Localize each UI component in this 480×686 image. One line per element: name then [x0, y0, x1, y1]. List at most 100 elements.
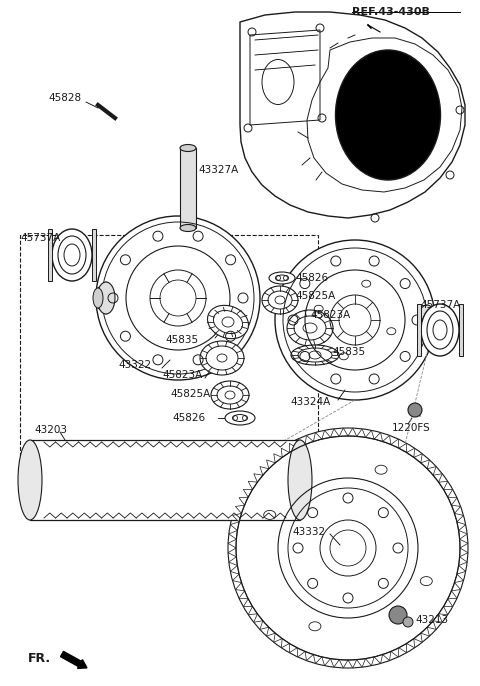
- Polygon shape: [374, 432, 383, 442]
- Text: REF.43-430B: REF.43-430B: [352, 7, 430, 17]
- Ellipse shape: [180, 224, 196, 231]
- Polygon shape: [266, 460, 275, 469]
- Ellipse shape: [418, 305, 436, 335]
- Polygon shape: [248, 606, 257, 615]
- Polygon shape: [444, 599, 453, 606]
- Polygon shape: [433, 474, 442, 482]
- Polygon shape: [455, 574, 464, 582]
- Polygon shape: [235, 505, 244, 513]
- Polygon shape: [229, 530, 238, 539]
- Polygon shape: [281, 639, 289, 648]
- Polygon shape: [417, 304, 421, 356]
- Bar: [20, 235, 318, 470]
- Polygon shape: [444, 489, 453, 497]
- Polygon shape: [460, 539, 468, 548]
- Circle shape: [275, 240, 435, 400]
- Text: 45828: 45828: [48, 93, 81, 103]
- Polygon shape: [414, 633, 422, 642]
- Text: 43324A: 43324A: [290, 397, 330, 407]
- Ellipse shape: [211, 381, 249, 409]
- Ellipse shape: [200, 341, 244, 375]
- Polygon shape: [459, 304, 463, 356]
- Ellipse shape: [225, 411, 255, 425]
- Polygon shape: [414, 453, 422, 463]
- Polygon shape: [297, 648, 305, 657]
- Polygon shape: [399, 443, 407, 453]
- Polygon shape: [281, 448, 289, 458]
- Polygon shape: [260, 466, 269, 475]
- Polygon shape: [391, 648, 399, 657]
- Polygon shape: [305, 436, 313, 445]
- Polygon shape: [339, 660, 348, 668]
- Text: 45823A: 45823A: [310, 310, 350, 320]
- Text: 43332: 43332: [292, 527, 325, 537]
- Polygon shape: [458, 557, 467, 565]
- Ellipse shape: [421, 304, 459, 356]
- Polygon shape: [243, 489, 252, 497]
- Polygon shape: [239, 497, 248, 505]
- Text: 45737A: 45737A: [420, 300, 460, 310]
- Polygon shape: [457, 522, 466, 530]
- Polygon shape: [433, 614, 442, 622]
- FancyArrow shape: [60, 652, 87, 668]
- Polygon shape: [458, 530, 467, 539]
- Ellipse shape: [58, 236, 86, 274]
- Ellipse shape: [427, 311, 453, 349]
- Ellipse shape: [180, 145, 196, 152]
- Polygon shape: [230, 565, 239, 574]
- Polygon shape: [243, 599, 252, 606]
- Polygon shape: [297, 439, 305, 448]
- Polygon shape: [452, 505, 461, 513]
- Polygon shape: [254, 474, 263, 482]
- Text: 45825A: 45825A: [170, 389, 210, 399]
- Polygon shape: [322, 657, 330, 665]
- Polygon shape: [339, 428, 348, 436]
- Polygon shape: [330, 659, 339, 667]
- Ellipse shape: [269, 272, 295, 284]
- Polygon shape: [439, 606, 448, 615]
- Text: 1220FS: 1220FS: [392, 423, 431, 433]
- Polygon shape: [357, 429, 366, 438]
- Polygon shape: [460, 548, 468, 557]
- Polygon shape: [228, 548, 236, 557]
- Polygon shape: [455, 513, 464, 522]
- Polygon shape: [421, 627, 430, 636]
- Polygon shape: [248, 482, 257, 490]
- Polygon shape: [366, 430, 374, 439]
- Polygon shape: [407, 639, 415, 648]
- Polygon shape: [322, 430, 330, 439]
- Ellipse shape: [52, 229, 92, 281]
- Polygon shape: [289, 643, 297, 652]
- Text: 45826: 45826: [172, 413, 205, 423]
- Ellipse shape: [287, 310, 333, 346]
- Polygon shape: [427, 466, 436, 475]
- Polygon shape: [274, 633, 282, 642]
- Polygon shape: [180, 148, 196, 228]
- Text: 43327A: 43327A: [198, 165, 238, 175]
- Polygon shape: [48, 229, 52, 281]
- Polygon shape: [235, 582, 244, 591]
- Ellipse shape: [97, 282, 115, 314]
- Ellipse shape: [18, 440, 42, 520]
- Polygon shape: [260, 621, 269, 630]
- Circle shape: [96, 216, 260, 380]
- Polygon shape: [348, 428, 357, 436]
- Circle shape: [228, 428, 468, 668]
- Polygon shape: [239, 591, 248, 599]
- Polygon shape: [383, 436, 391, 445]
- Polygon shape: [448, 497, 457, 505]
- Text: 45823A: 45823A: [162, 370, 202, 380]
- Polygon shape: [421, 460, 430, 469]
- Ellipse shape: [262, 286, 298, 314]
- Polygon shape: [289, 443, 297, 453]
- Polygon shape: [374, 654, 383, 663]
- Polygon shape: [330, 429, 339, 438]
- Polygon shape: [452, 582, 461, 591]
- Polygon shape: [254, 614, 263, 622]
- Circle shape: [403, 617, 413, 627]
- Ellipse shape: [93, 288, 103, 308]
- Polygon shape: [274, 453, 282, 463]
- Circle shape: [389, 606, 407, 624]
- Polygon shape: [366, 657, 374, 665]
- Polygon shape: [383, 652, 391, 661]
